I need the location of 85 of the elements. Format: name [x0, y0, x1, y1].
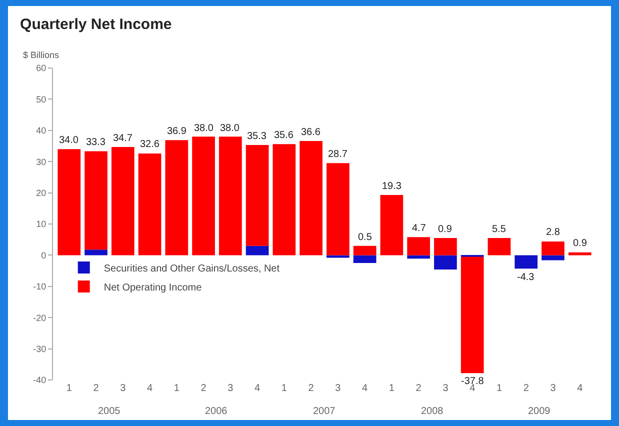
- legend-label: Net Operating Income: [104, 282, 202, 294]
- total-label: 33.3: [86, 137, 106, 148]
- y-tick-label: -30: [33, 344, 46, 354]
- total-label: -4.3: [517, 272, 535, 283]
- x-tick-label: 2: [93, 383, 100, 394]
- x-tick-label: 1: [281, 383, 288, 394]
- total-label: 36.6: [301, 127, 321, 138]
- total-label: 19.3: [382, 181, 402, 192]
- x-tick-label: 3: [550, 383, 556, 394]
- text: 2008: [421, 406, 444, 417]
- x-tick-label: 2: [416, 383, 422, 394]
- y-tick-label: 30: [36, 156, 46, 167]
- x-tick-label: 3: [120, 383, 126, 394]
- bar: [460, 256, 484, 374]
- total-label: 34.0: [59, 135, 79, 146]
- text: 2007: [313, 406, 336, 417]
- total-label: 0.9: [438, 224, 452, 235]
- x-tick-label: 4: [254, 383, 261, 394]
- text: 2005: [98, 406, 121, 417]
- bar: [326, 255, 350, 258]
- bar: [542, 241, 564, 256]
- x-tick-label: 4: [362, 383, 368, 394]
- bar: [58, 149, 81, 256]
- y-tick-label: 60: [36, 63, 46, 74]
- bar: [218, 136, 242, 256]
- y-tick-label: 10: [36, 219, 46, 230]
- x-tick-label: 1: [174, 383, 180, 394]
- x-tick-label: 1: [388, 383, 395, 394]
- bar: [353, 246, 376, 256]
- text: 2006: [205, 406, 228, 417]
- x-tick-label: 2: [200, 383, 207, 394]
- x-tick-label: 1: [66, 383, 72, 394]
- total-label: 28.7: [328, 149, 348, 160]
- total-label: 4.7: [412, 223, 426, 234]
- x-tick-label: 3: [228, 383, 234, 394]
- x-tick-label: 3: [335, 383, 342, 394]
- y-tick-label: 20: [36, 188, 46, 198]
- bar: [542, 255, 564, 260]
- total-label: 35.6: [274, 130, 294, 141]
- y-tick-label: -20: [33, 312, 46, 323]
- x-tick-label: 4: [577, 383, 584, 394]
- y-tick-label: 40: [36, 126, 46, 136]
- bar: [488, 238, 511, 256]
- y-tick-label: 50: [36, 94, 46, 104]
- bar: [407, 255, 430, 259]
- text: 2009: [528, 406, 551, 417]
- bar: [407, 237, 430, 256]
- bar: [84, 151, 108, 250]
- total-label: 36.9: [167, 126, 187, 137]
- bar: [272, 144, 296, 256]
- y-tick-label: 0: [41, 250, 46, 260]
- bar: [192, 136, 215, 256]
- y-tick-label: -10: [33, 282, 46, 292]
- x-tick-label: 2: [523, 383, 530, 394]
- bar: [246, 145, 269, 246]
- bar: [300, 141, 322, 256]
- total-label: 38.0: [194, 123, 214, 134]
- total-label: 2.8: [546, 227, 560, 238]
- bar: [434, 238, 457, 256]
- total-label: 38.0: [220, 123, 240, 134]
- bar: [326, 163, 350, 256]
- x-tick-label: 4: [470, 383, 476, 394]
- bar: [353, 255, 376, 263]
- legend-label: Securities and Other Gains/Losses, Net: [104, 263, 280, 274]
- bar: [434, 255, 457, 270]
- y-axis-title: $ Billions: [23, 50, 60, 60]
- x-tick-label: 4: [146, 383, 153, 394]
- total-label: 0.9: [573, 238, 588, 249]
- total-label: 5.5: [492, 224, 506, 235]
- x-tick-label: 3: [442, 383, 449, 394]
- bar: [165, 140, 188, 256]
- y-tick-label: -40: [33, 375, 46, 386]
- bar: [111, 146, 134, 256]
- bar: [246, 246, 269, 256]
- chart-title: Quarterly Net Income: [20, 16, 172, 33]
- total-label: 34.7: [113, 133, 133, 144]
- total-label: 32.6: [140, 139, 160, 150]
- total-label: 35.3: [247, 131, 267, 142]
- bar: [380, 194, 404, 256]
- bar: [138, 153, 162, 256]
- bar: [84, 250, 108, 256]
- x-tick-label: 1: [496, 383, 502, 394]
- total-label: 0.5: [358, 232, 372, 243]
- bar: [514, 255, 538, 269]
- x-tick-label: 2: [308, 383, 314, 394]
